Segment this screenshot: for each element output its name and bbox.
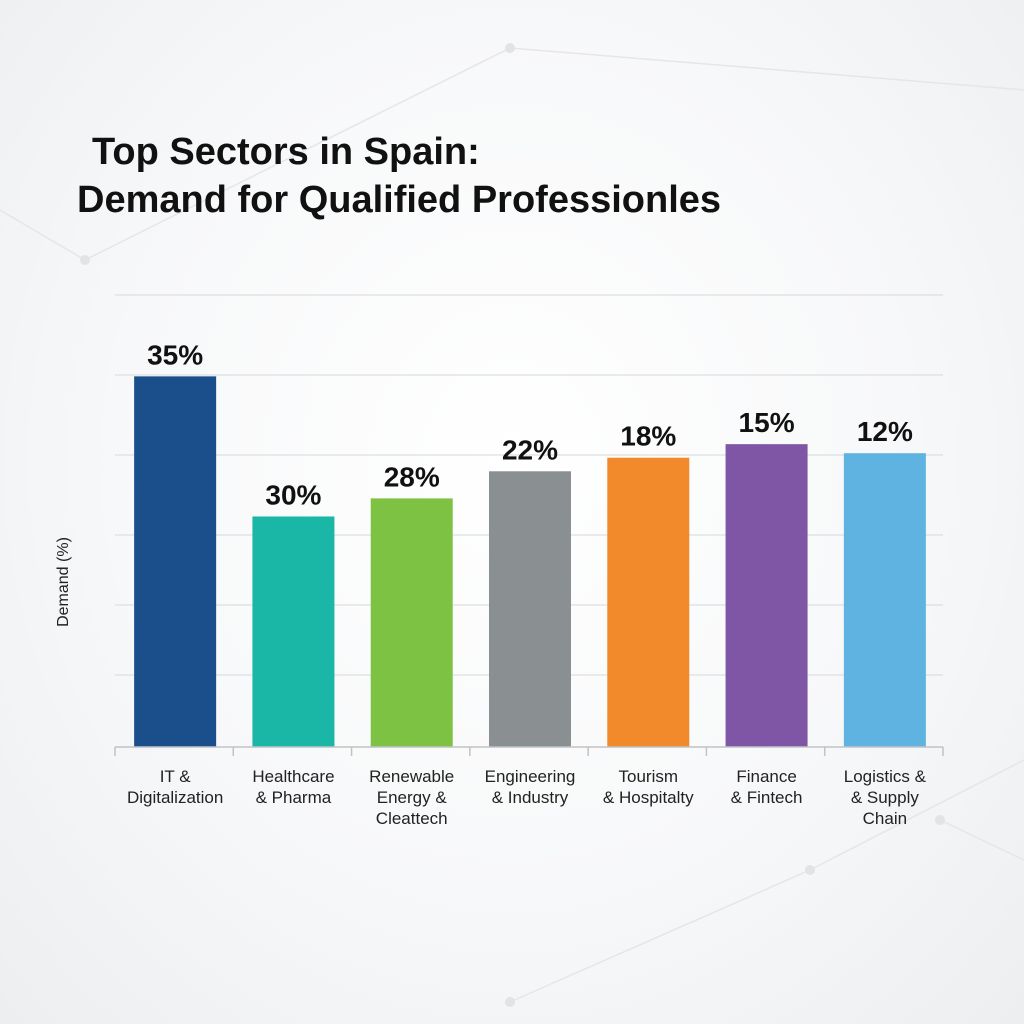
bar	[725, 444, 808, 747]
category-label: Logistics & & Supply Chain	[844, 767, 927, 828]
category-label: IT & Digitalization	[127, 767, 223, 807]
bars	[134, 376, 926, 747]
value-labels: 35% 30% 28% 22% 18% 15% 12%	[147, 339, 913, 510]
bar	[252, 516, 335, 747]
bar	[489, 471, 571, 747]
chart-title-line-2: Demand for Qualified Professionles	[77, 179, 722, 221]
value-label: 22%	[502, 434, 558, 465]
bar	[607, 457, 690, 747]
y-axis-label: Demand (%)	[55, 537, 72, 627]
category-label: Tourism & Hospitalty	[603, 767, 694, 807]
category-labels: IT & Digitalization Healthcare & Pharma Rene…	[127, 767, 927, 828]
x-axis	[114, 746, 944, 756]
bar	[370, 498, 453, 747]
bar	[843, 453, 926, 747]
value-label: 30%	[265, 479, 321, 510]
value-label: 35%	[147, 339, 203, 370]
chart-title-line-1: Top Sectors in Spain:	[92, 131, 480, 173]
value-label: 15%	[739, 407, 795, 438]
category-label: Renewable Energy & Cleattech	[369, 767, 454, 828]
category-label: Engineering & Industry	[485, 767, 576, 807]
category-label: Healthcare & Pharma	[252, 767, 334, 807]
value-label: 18%	[620, 421, 676, 452]
bar	[134, 376, 217, 747]
category-label: Finance & Fintech	[731, 767, 803, 807]
value-label: 12%	[857, 416, 913, 447]
value-label: 28%	[384, 461, 440, 492]
